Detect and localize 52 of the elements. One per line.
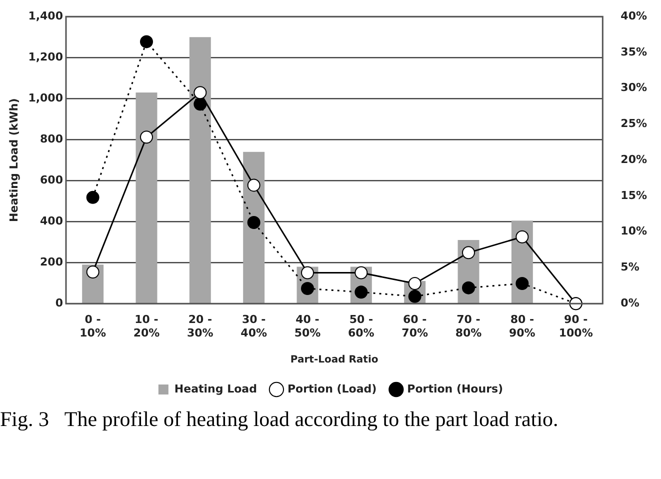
point <box>354 286 368 299</box>
point <box>408 277 422 290</box>
legend-label: Heating Load <box>174 382 257 396</box>
x-tick-label: 50 - 60% <box>348 313 374 340</box>
x-tick-label: 70 - 80% <box>455 313 482 340</box>
y2-tick-label: 10% <box>620 224 648 238</box>
point <box>462 281 475 294</box>
y-tick-label: 0 <box>55 296 64 310</box>
y2-tick-label: 30% <box>620 81 648 94</box>
y2-tick-label: 25% <box>620 117 648 130</box>
x-tick-label: 0 - 10% <box>80 313 106 340</box>
point <box>301 266 314 280</box>
x-tick-label: 80 - 90% <box>508 313 536 340</box>
y-tick-label: 400 <box>40 214 64 228</box>
point <box>462 246 475 260</box>
x-tick-label: 20 - 30% <box>186 313 214 340</box>
bar <box>189 37 211 303</box>
x-tick-label: 40 - 50% <box>294 313 321 340</box>
bar <box>136 92 158 303</box>
x-tick-label: 60 - 70% <box>402 313 428 340</box>
x-tick-label: 10 - 20% <box>133 313 160 340</box>
point <box>247 216 260 230</box>
point <box>516 230 529 244</box>
caption: Fig. 3 The profile of heating load according to the part load ratio. <box>0 406 560 433</box>
y2-tick-label: 20% <box>620 152 648 166</box>
y2-tick-label: 15% <box>620 188 648 202</box>
point <box>516 277 529 290</box>
point <box>140 130 153 144</box>
point <box>194 98 207 111</box>
y-tick-label: 1,400 <box>28 9 64 22</box>
y2-tick-label: 40% <box>620 9 648 22</box>
y-tick-label: 800 <box>40 132 64 146</box>
point <box>194 86 207 100</box>
x-tick-label: 90 - 100% <box>558 313 593 340</box>
y-tick-label: 1,000 <box>28 91 64 104</box>
legend-label: Portion (Load) <box>287 382 377 396</box>
point <box>354 266 368 280</box>
y-tick-label: 200 <box>40 255 64 268</box>
y2-tick-label: 35% <box>620 45 648 58</box>
x-axis-title: Part-Load Ratio <box>290 354 378 366</box>
y-axis-title: Heating Load (kWh) <box>7 98 20 222</box>
point <box>86 266 100 279</box>
point <box>86 190 100 204</box>
y-tick-label: 600 <box>40 173 64 186</box>
point <box>247 178 260 192</box>
legend-label: Portion (Hours) <box>407 382 504 396</box>
x-tick-label: 30 - 40% <box>240 313 268 340</box>
y-tick-label: 1,200 <box>28 50 64 64</box>
y2-tick-label: 5% <box>620 260 640 274</box>
y2-tick-label: 0% <box>620 296 640 310</box>
point <box>140 35 153 48</box>
bar <box>243 152 265 303</box>
